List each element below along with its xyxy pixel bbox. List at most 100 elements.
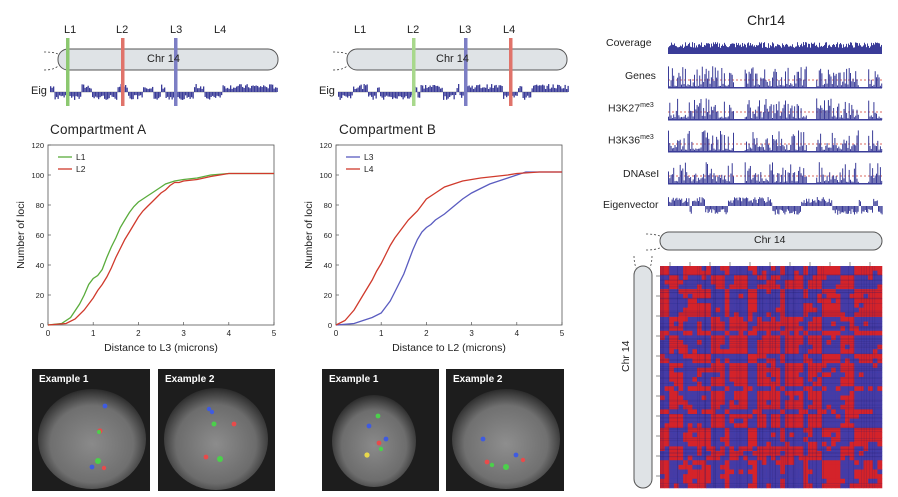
coverage-bar <box>818 47 819 54</box>
eigenvector-bar <box>813 200 815 206</box>
track-bar <box>870 115 872 120</box>
track-bar <box>744 69 746 88</box>
track-bar <box>768 111 770 120</box>
heatmap-cell <box>854 335 860 341</box>
eigen-bar <box>240 84 242 92</box>
heatmap-cell <box>858 270 864 276</box>
track-bar <box>868 181 870 184</box>
track-bar <box>817 85 819 88</box>
right-tracks <box>668 42 883 215</box>
heatmap-cell <box>821 404 827 410</box>
eigenvector-bar <box>768 200 770 206</box>
eigenvector-bar <box>693 200 695 206</box>
heatmap-cell <box>854 312 860 318</box>
heatmap-cell <box>840 279 846 285</box>
heatmap-cell <box>747 469 753 475</box>
heatmap-cell <box>720 312 726 318</box>
heatmap-cell <box>868 270 874 276</box>
right-ideogram-vertical <box>633 255 653 489</box>
eigen-bar <box>419 92 421 98</box>
heatmap-cell <box>706 432 712 438</box>
track-bar <box>816 146 818 152</box>
heatmap-cell <box>840 464 846 470</box>
coverage-bar <box>719 43 720 54</box>
track-bar <box>756 137 758 152</box>
heatmap-cell <box>729 303 735 308</box>
eigenvector-bar <box>749 200 751 206</box>
heatmap-cell <box>678 275 684 281</box>
heatmap-cell <box>817 432 823 438</box>
heatmap-cell <box>761 409 767 415</box>
heatmap-cell <box>863 404 869 410</box>
heatmap-cell <box>724 270 730 276</box>
eigen-bar <box>479 84 481 92</box>
x-tick-label: 3 <box>469 329 474 338</box>
heatmap-cell <box>803 298 809 304</box>
eigen-bar <box>60 92 62 97</box>
coverage-bar <box>792 44 793 54</box>
heatmap-cell <box>840 312 846 318</box>
heatmap-cell <box>826 284 832 290</box>
heatmap-cell <box>845 437 850 443</box>
heatmap-cell <box>720 437 726 443</box>
heatmap-cell <box>738 330 744 336</box>
heatmap-cell <box>831 469 837 475</box>
heatmap-cell <box>821 451 827 456</box>
heatmap-cell <box>780 372 786 378</box>
heatmap-cell <box>868 279 874 285</box>
heatmap-cell <box>692 284 698 290</box>
track-bar <box>723 101 725 120</box>
track-bar <box>691 181 693 184</box>
coverage-bar <box>878 43 879 54</box>
heatmap-cell <box>683 455 689 461</box>
heatmap-cell <box>831 289 837 295</box>
heatmap-cell <box>835 284 841 290</box>
heatmap-cell <box>789 377 795 382</box>
eigen-bar <box>564 84 566 92</box>
heatmap-cell <box>738 284 744 290</box>
coverage-bar <box>802 46 803 54</box>
eigen-bar <box>171 92 173 100</box>
heatmap-cell <box>692 303 698 308</box>
eigen-bar <box>440 88 442 92</box>
coverage-bar <box>762 47 763 54</box>
eigenvector-bar <box>870 206 872 210</box>
heatmap-cell <box>752 279 758 285</box>
heatmap-cell <box>868 377 874 382</box>
heatmap-cell <box>715 395 721 401</box>
heatmap-cell <box>840 474 846 480</box>
track-bar <box>699 148 701 152</box>
heatmap-cell <box>687 427 693 433</box>
track-bar <box>842 81 844 88</box>
eigen-bar <box>77 92 79 97</box>
coverage-bar <box>686 45 687 54</box>
track-bar <box>781 112 783 120</box>
eigenvector-bar <box>861 206 863 214</box>
track-bar <box>833 175 835 184</box>
heatmap-cell <box>752 289 758 295</box>
heatmap-cell <box>775 390 781 396</box>
track-bar <box>800 67 802 88</box>
heatmap-cell <box>877 451 883 456</box>
heatmap-cell <box>664 381 670 387</box>
heatmap-cell <box>678 298 684 304</box>
heatmap-cell <box>743 335 749 341</box>
heatmap-cell <box>868 418 874 424</box>
heatmap-cell <box>734 307 739 313</box>
track-bar <box>679 164 681 184</box>
heatmap-cell <box>784 340 790 345</box>
heatmap-cell <box>831 367 837 373</box>
heatmap-cell <box>692 312 698 318</box>
eigenvector-bar <box>746 197 747 206</box>
eigen-bar <box>530 92 532 98</box>
eigenvector-bar <box>750 200 752 206</box>
eigenvector-bar <box>790 206 792 214</box>
heatmap-cell <box>701 478 707 484</box>
eigenvector-bar <box>732 200 734 206</box>
track-bar <box>785 149 786 152</box>
eigen-bar <box>74 92 76 100</box>
heatmap-cell <box>835 395 841 401</box>
heatmap-cell <box>734 390 739 396</box>
heatmap-cell <box>849 427 855 433</box>
heatmap-cell <box>775 478 781 484</box>
